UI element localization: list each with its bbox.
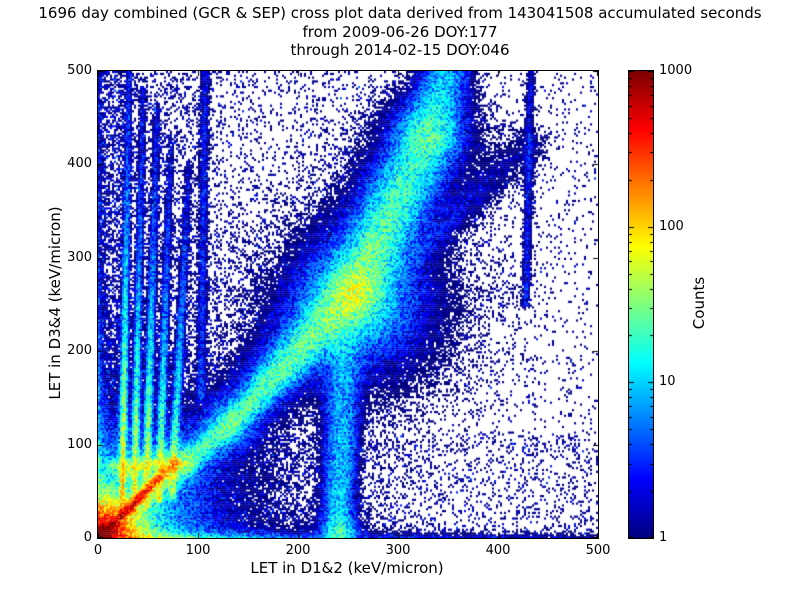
y-tick-label: 400 [67,156,92,172]
colorbar-tick-label: 100 [659,218,684,234]
chart-subtitle-through: through 2014-02-15 DOY:046 [290,41,510,59]
x-axis-label: LET in D1&2 (keV/micron) [250,559,444,577]
colorbar-tick-label: 1 [659,530,668,545]
y-tick-label: 100 [67,436,92,452]
colorbar-tick-label: 10 [659,374,676,390]
colorbar-tick-label: 1000 [659,63,693,78]
x-tick-label: 200 [285,543,311,558]
x-tick-label: 0 [93,543,103,558]
y-tick-label: 0 [83,530,92,545]
x-tick-label: 500 [585,543,611,558]
chart-title: 1696 day combined (GCR & SEP) cross plot… [38,4,762,22]
plot-area: 0 100 200 300 400 500 0 100 200 300 400 500 [67,63,610,558]
chart-subtitle-from: from 2009-06-26 DOY:177 [302,23,498,41]
y-tick-label: 200 [67,343,92,359]
colorbar-label: Counts [690,276,708,330]
heatmap-canvas [98,71,598,538]
y-tick-label: 500 [67,63,92,78]
x-tick-label: 400 [485,543,511,558]
y-axis-label: LET in D3&4 (keV/micron) [46,206,64,400]
x-tick-label: 300 [385,543,411,558]
x-tick-label: 100 [185,543,211,558]
colorbar: 1 10 100 1000 [628,63,692,545]
y-tick-label: 300 [67,249,92,265]
colorbar-canvas [629,71,653,538]
